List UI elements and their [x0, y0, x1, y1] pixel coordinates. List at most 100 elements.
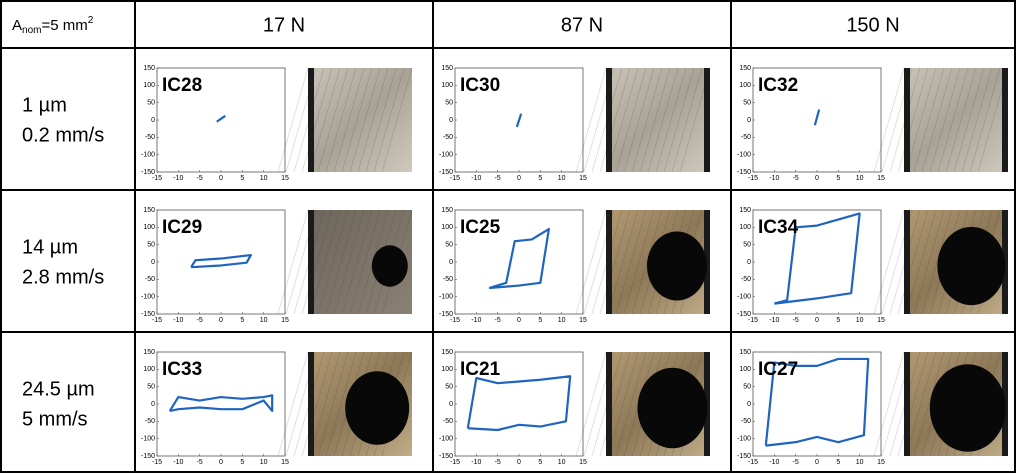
y-tick-label: 0 [151, 259, 155, 266]
y-tick-label: 0 [151, 401, 155, 408]
figure-table: Anom=5 mm2 17 N87 N150 N1 µm0.2 mm/s-15-… [0, 0, 1019, 475]
x-tick-label: 5 [836, 317, 840, 324]
y-tick-label: -150 [439, 311, 453, 318]
y-tick-label: 100 [143, 82, 155, 89]
row-label: 2.8 mm/s [22, 266, 104, 288]
plot: -15-10-5051015-150-100-50050100150IC32 [737, 65, 1008, 182]
specimen-id: IC34 [758, 217, 799, 238]
column-header: 87 N [561, 14, 603, 36]
plot: -15-10-5051015-150-100-50050100150IC33 [141, 349, 412, 466]
specimen-id: IC30 [460, 75, 500, 96]
x-tick-label: 0 [815, 459, 819, 466]
micrograph-edge [606, 210, 612, 314]
corner-a: A [12, 17, 22, 34]
x-tick-label: -5 [197, 317, 203, 324]
x-tick-label: 0 [517, 317, 521, 324]
y-tick-label: 50 [445, 384, 453, 391]
row-label: 24.5 µm [22, 378, 95, 400]
wear-scar [937, 227, 1005, 305]
x-tick-label: 5 [538, 459, 542, 466]
x-tick-label: 5 [836, 459, 840, 466]
wear-scar [345, 371, 409, 445]
x-tick-label: -5 [495, 175, 501, 182]
x-tick-label: 0 [219, 317, 223, 324]
x-tick-label: 10 [558, 459, 566, 466]
y-tick-label: -100 [141, 294, 155, 301]
y-tick-label: 50 [445, 242, 453, 249]
x-tick-label: -5 [793, 459, 799, 466]
x-tick-label: -10 [471, 317, 481, 324]
specimen-id: IC29 [162, 217, 202, 238]
y-tick-label: 100 [739, 82, 751, 89]
y-tick-label: -150 [737, 169, 751, 176]
corner-sup: 2 [88, 15, 94, 26]
y-tick-label: -50 [145, 276, 155, 283]
x-tick-label: 10 [558, 175, 566, 182]
y-tick-label: 150 [143, 65, 155, 72]
x-tick-label: -5 [793, 317, 799, 324]
x-tick-label: 10 [856, 175, 864, 182]
x-tick-label: -15 [450, 459, 460, 466]
y-tick-label: -150 [141, 169, 155, 176]
y-tick-label: -100 [737, 436, 751, 443]
y-tick-label: -50 [443, 418, 453, 425]
x-tick-label: 10 [260, 175, 268, 182]
x-tick-label: 15 [877, 175, 885, 182]
micrograph-edge [308, 68, 314, 172]
x-tick-label: 5 [538, 317, 542, 324]
corner-label: Anom=5 mm2 [12, 15, 94, 36]
x-tick-label: 5 [240, 175, 244, 182]
row-label: 5 mm/s [22, 408, 88, 430]
y-tick-label: 50 [147, 242, 155, 249]
y-tick-label: -50 [145, 134, 155, 141]
x-tick-label: 5 [836, 175, 840, 182]
x-tick-label: 15 [281, 459, 289, 466]
x-tick-label: -15 [152, 317, 162, 324]
micrograph [606, 68, 710, 172]
micrograph-edge [904, 352, 910, 456]
y-tick-label: -150 [737, 311, 751, 318]
x-tick-label: 15 [579, 317, 587, 324]
y-tick-label: -100 [141, 152, 155, 159]
y-tick-label: 100 [441, 82, 453, 89]
wear-scar [647, 232, 707, 301]
x-tick-label: 10 [260, 459, 268, 466]
x-tick-label: 0 [517, 459, 521, 466]
y-tick-label: -100 [141, 436, 155, 443]
specimen-id: IC21 [460, 359, 501, 380]
y-tick-label: -50 [443, 276, 453, 283]
y-tick-label: -50 [741, 276, 751, 283]
micrograph [308, 68, 412, 172]
micrograph-edge [904, 68, 910, 172]
micrograph-edge [606, 352, 612, 456]
y-tick-label: 150 [441, 65, 453, 72]
x-tick-label: 0 [815, 317, 819, 324]
x-tick-label: -5 [495, 459, 501, 466]
corner-sub: nom [22, 25, 41, 36]
y-tick-label: 150 [441, 349, 453, 356]
y-tick-label: -150 [141, 453, 155, 460]
specimen-id: IC28 [162, 75, 202, 96]
y-tick-label: 100 [143, 224, 155, 231]
y-tick-label: -150 [737, 453, 751, 460]
y-tick-label: -100 [737, 294, 751, 301]
wear-scar [638, 368, 708, 449]
x-tick-label: 15 [877, 317, 885, 324]
x-tick-label: -15 [748, 175, 758, 182]
x-tick-label: 0 [219, 459, 223, 466]
y-tick-label: 50 [147, 100, 155, 107]
x-tick-label: -10 [471, 459, 481, 466]
y-tick-label: 50 [743, 384, 751, 391]
column-header: 150 N [846, 14, 899, 36]
x-tick-label: -5 [197, 459, 203, 466]
x-tick-label: -15 [450, 317, 460, 324]
micrograph-edge [606, 68, 612, 172]
x-tick-label: 5 [240, 317, 244, 324]
x-tick-label: 10 [260, 317, 268, 324]
y-tick-label: 150 [143, 207, 155, 214]
y-tick-label: 0 [151, 117, 155, 124]
x-tick-label: -10 [173, 317, 183, 324]
